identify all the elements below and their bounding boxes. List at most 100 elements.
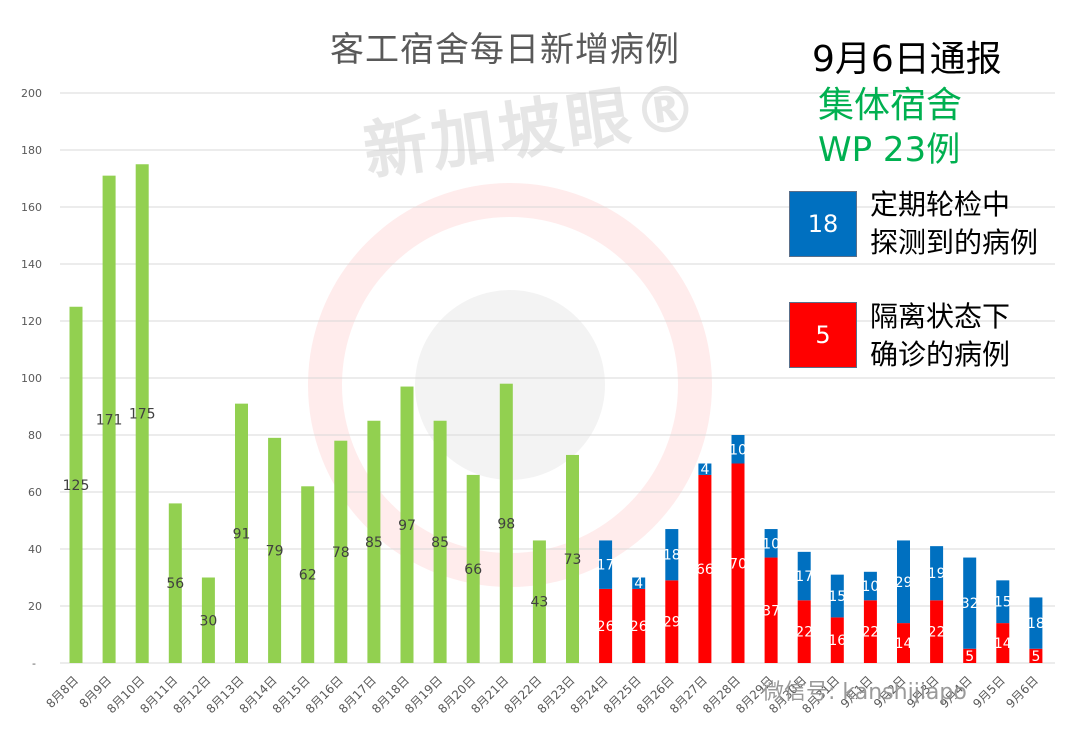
bar-screening xyxy=(797,551,811,601)
data-label-total: 43 xyxy=(530,595,548,611)
data-label-quarantine: 16 xyxy=(828,633,846,649)
legend-screening-label: 定期轮检中 探测到的病例 xyxy=(870,186,1038,262)
data-label-total: 97 xyxy=(398,518,416,534)
bar-quarantine xyxy=(830,617,844,663)
legend-quarantine-line1: 隔离状态下 xyxy=(870,300,1011,333)
data-label-total: 62 xyxy=(299,568,317,584)
data-label-screening: 10 xyxy=(861,579,879,595)
bar-total xyxy=(566,454,579,663)
data-label-total: 175 xyxy=(129,407,156,423)
data-label-quarantine: 14 xyxy=(994,636,1012,652)
bar-quarantine xyxy=(764,557,778,663)
bar-total xyxy=(400,386,414,663)
bar-screening xyxy=(830,574,844,618)
bar-screening xyxy=(930,546,944,601)
data-label-screening: 4 xyxy=(634,576,643,592)
bar-screening xyxy=(897,540,910,624)
data-label-quarantine: 66 xyxy=(696,562,714,578)
legend-screening-line2: 探测到的病例 xyxy=(870,226,1039,259)
bar-total xyxy=(532,540,546,663)
dorm-count: WP 23例 xyxy=(818,130,961,170)
y-tick-label: 140 xyxy=(21,258,42,271)
data-label-quarantine: 70 xyxy=(729,556,747,572)
y-tick-label: 180 xyxy=(21,144,42,157)
data-label-screening: 10 xyxy=(762,536,780,552)
report-date: 9月6日通报 xyxy=(812,39,1002,80)
bar-total xyxy=(201,577,215,663)
data-label-quarantine: 5 xyxy=(965,649,974,665)
bar-total xyxy=(466,474,480,663)
bar-screening xyxy=(996,580,1010,624)
wechat-id: 微信号: kanshijiapo xyxy=(762,680,967,705)
bar-total xyxy=(168,503,182,663)
bar-quarantine xyxy=(930,600,944,663)
bar-quarantine xyxy=(599,588,613,663)
data-label-total: 79 xyxy=(266,543,284,559)
legend-screening-swatch: 18 xyxy=(789,191,857,257)
y-tick-label: 200 xyxy=(21,87,42,100)
data-label-screening: 18 xyxy=(1027,616,1045,632)
data-label-total: 91 xyxy=(233,526,251,542)
bar-screening xyxy=(863,571,877,601)
data-label-quarantine: 26 xyxy=(630,619,648,635)
bar-quarantine xyxy=(665,580,679,663)
bar-total xyxy=(135,164,149,663)
data-label-screening: 29 xyxy=(895,575,913,591)
x-tick-label: 8月8日 xyxy=(43,673,81,711)
y-tick-label: 160 xyxy=(21,201,42,214)
bar-screening xyxy=(764,529,778,558)
bar-total xyxy=(334,440,348,663)
bar-total xyxy=(499,383,513,663)
bar-quarantine xyxy=(698,474,712,663)
data-label-screening: 32 xyxy=(961,596,979,612)
legend-quarantine-line2: 确诊的病例 xyxy=(870,338,1011,371)
data-label-screening: 17 xyxy=(795,569,813,585)
data-label-quarantine: 5 xyxy=(1031,649,1040,665)
data-label-quarantine: 29 xyxy=(663,615,681,631)
bar-total xyxy=(301,486,315,663)
data-label-quarantine: 22 xyxy=(795,625,813,641)
data-label-screening: 19 xyxy=(928,566,946,582)
bar-screening xyxy=(599,540,613,589)
data-label-total: 56 xyxy=(166,576,184,592)
x-tick-label: 9月6日 xyxy=(1003,673,1041,711)
y-tick-label: 80 xyxy=(28,429,42,442)
bar-total xyxy=(433,420,447,663)
data-label-quarantine: 22 xyxy=(928,625,946,641)
bar-quarantine xyxy=(1029,648,1043,663)
data-label-screening: 18 xyxy=(663,548,681,564)
y-tick-label: 60 xyxy=(28,486,42,499)
data-label-total: 98 xyxy=(497,516,515,532)
data-label-total: 73 xyxy=(564,552,582,568)
data-label-total: 30 xyxy=(199,613,217,629)
data-label-screening: 15 xyxy=(994,595,1012,611)
bar-total xyxy=(102,175,116,663)
bar-screening xyxy=(665,529,679,581)
data-label-quarantine: 37 xyxy=(762,603,780,619)
bar-quarantine xyxy=(731,463,745,663)
chart-title: 客工宿舍每日新增病例 xyxy=(330,30,680,70)
data-label-total: 66 xyxy=(464,562,482,578)
y-tick-label: - xyxy=(32,657,36,670)
bar-screening xyxy=(1029,597,1043,649)
data-label-total: 171 xyxy=(96,412,123,428)
legend-quarantine-swatch: 5 xyxy=(789,302,857,368)
legend-quarantine-label: 隔离状态下 确诊的病例 xyxy=(870,298,1010,374)
x-tick-label: 9月5日 xyxy=(970,673,1008,711)
data-label-screening: 17 xyxy=(597,558,615,574)
data-label-screening: 10 xyxy=(729,442,747,458)
y-tick-label: 100 xyxy=(21,372,42,385)
dorm-label: 集体宿舍 xyxy=(818,85,963,126)
data-label-total: 85 xyxy=(365,535,383,551)
bar-total xyxy=(235,403,248,663)
bar-total xyxy=(367,420,381,663)
bar-quarantine xyxy=(863,600,877,663)
data-label-total: 78 xyxy=(332,545,350,561)
bar-total xyxy=(69,306,83,663)
bar-quarantine xyxy=(632,588,646,663)
bar-total xyxy=(268,437,282,663)
data-label-screening: 4 xyxy=(700,462,709,478)
data-label-quarantine: 22 xyxy=(861,625,879,641)
data-label-total: 85 xyxy=(431,535,449,551)
